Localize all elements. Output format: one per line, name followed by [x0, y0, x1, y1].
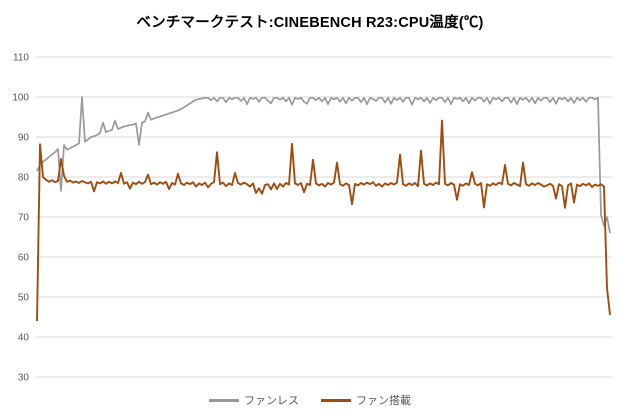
legend-item-fanless: ファンレス — [209, 392, 299, 408]
chart-title: ベンチマークテスト:CINEBENCH R23:CPU温度(℃) — [136, 15, 484, 31]
y-tick-label-30: 30 — [18, 373, 30, 384]
series-line-fanless — [36, 96, 611, 234]
series-line-fan-equipped — [36, 119, 611, 322]
y-tick-label-110: 110 — [13, 53, 29, 64]
y-tick-label-90: 90 — [18, 133, 30, 144]
y-tick-label-60: 60 — [18, 253, 30, 264]
fanless-legend-label: ファンレス — [244, 395, 299, 407]
fanless-line-swatch — [209, 398, 239, 402]
y-tick-label-100: 100 — [12, 93, 29, 104]
y-tick-label-50: 50 — [18, 293, 30, 304]
legend: ファンレス ファン搭載 — [0, 391, 620, 409]
y-tick-label-80: 80 — [18, 173, 30, 184]
legend-item-fan-equipped: ファン搭載 — [321, 392, 411, 408]
y-tick-label-70: 70 — [18, 213, 30, 224]
fan-equipped-line-swatch — [321, 398, 351, 402]
y-tick-label-40: 40 — [18, 333, 30, 344]
fan-equipped-legend-label: ファン搭載 — [356, 395, 411, 407]
